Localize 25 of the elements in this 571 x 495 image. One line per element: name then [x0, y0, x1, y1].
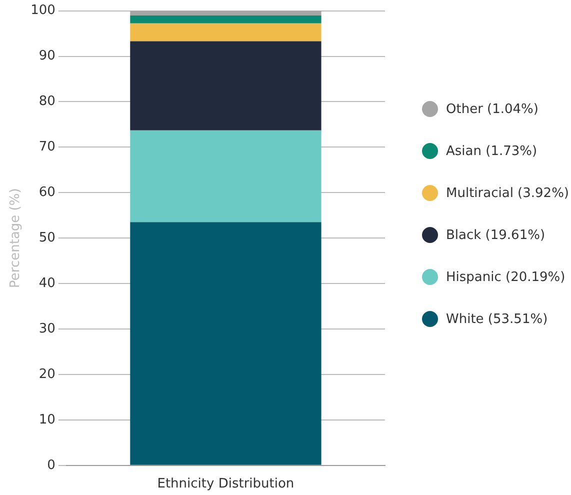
legend-label: Asian (1.73%)	[446, 144, 538, 158]
bar	[130, 41, 322, 130]
legend-label: Hispanic (20.19%)	[446, 270, 566, 284]
bar	[130, 10, 322, 16]
bar	[130, 222, 322, 465]
y-tick-label: 30	[38, 321, 56, 336]
bar	[130, 23, 322, 42]
y-axis-title: Percentage (%)	[8, 188, 24, 288]
bar	[130, 130, 322, 222]
y-tick-label: 70	[38, 140, 56, 155]
legend-label: Multiracial (3.92%)	[446, 186, 569, 200]
y-tick-label: 100	[30, 3, 56, 18]
bar	[130, 16, 322, 24]
y-tick-label: 0	[47, 458, 56, 473]
y-tick-label: 20	[38, 366, 56, 382]
legend-label: White (53.51%)	[446, 312, 548, 326]
y-tick-label: 90	[38, 48, 56, 64]
y-tick-label: 80	[38, 94, 56, 110]
y-tick-label: 50	[38, 230, 56, 246]
y-tick-label: 10	[38, 412, 56, 428]
y-tick-label: 40	[38, 276, 56, 291]
x-tick-label: Ethnicity Distribution	[157, 476, 294, 492]
y-tick-label: 60	[38, 185, 56, 200]
legend-label: Black (19.61%)	[446, 228, 546, 242]
legend-label: Other (1.04%)	[446, 102, 538, 116]
